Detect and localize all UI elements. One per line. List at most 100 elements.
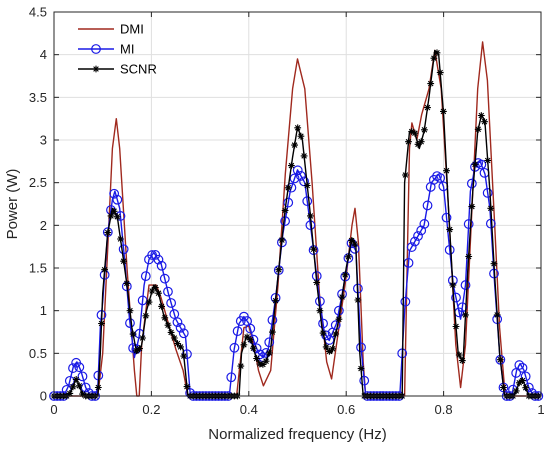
- data-point: [66, 390, 74, 397]
- data-point: [129, 330, 137, 338]
- data-point: [409, 236, 420, 247]
- data-point: [177, 343, 184, 351]
- y-tick-label: 3.5: [29, 90, 47, 105]
- data-point: [246, 336, 254, 344]
- data-point: [302, 196, 313, 207]
- data-point: [460, 280, 471, 290]
- data-point: [326, 348, 333, 355]
- data-point: [232, 326, 243, 337]
- data-point: [98, 320, 105, 327]
- data-point: [150, 249, 161, 260]
- data-point: [514, 360, 525, 370]
- data-point: [354, 296, 362, 304]
- x-axis-label: Normalized frequency (Hz): [208, 426, 386, 443]
- data-point: [436, 69, 444, 76]
- y-tick-label: 1.5: [29, 261, 47, 276]
- data-point: [446, 226, 454, 233]
- data-point: [484, 157, 492, 164]
- data-point: [400, 296, 411, 307]
- data-point: [296, 170, 306, 181]
- data-point: [433, 49, 441, 57]
- data-point: [427, 80, 435, 87]
- data-point: [313, 279, 321, 286]
- data-point: [281, 207, 289, 214]
- data-point: [490, 260, 498, 268]
- data-point: [291, 141, 298, 149]
- data-point: [457, 302, 468, 313]
- y-tick-label: 0.5: [29, 346, 47, 361]
- series-line-dmi: [54, 41, 541, 397]
- data-point: [68, 363, 78, 373]
- data-point: [422, 200, 433, 211]
- series-layer: [49, 41, 544, 401]
- data-point: [142, 312, 150, 320]
- y-tick-label: 0: [40, 389, 47, 404]
- data-point: [278, 236, 286, 244]
- data-point: [104, 229, 112, 236]
- data-point: [493, 311, 501, 319]
- data-point: [148, 287, 156, 295]
- data-point: [126, 307, 134, 315]
- data-point: [167, 329, 175, 336]
- legend-item-dmi: DMI: [78, 22, 144, 37]
- legend-marker: [91, 44, 101, 54]
- legend-item-scnr: SCNR: [78, 62, 157, 77]
- y-axis-label: Power (W): [4, 169, 21, 240]
- data-point: [289, 173, 300, 184]
- data-point: [284, 184, 292, 192]
- data-point: [406, 242, 417, 252]
- data-point: [294, 124, 302, 132]
- data-point: [421, 126, 428, 134]
- data-point: [413, 231, 423, 241]
- data-point: [72, 376, 80, 383]
- tick-labels: 0 0.2 0.4 0.6 0.8 1 0 0.5 1 1.5 2 2.5 3 3.5 4 4.5: [29, 5, 545, 418]
- x-tick-label: 0.6: [337, 402, 355, 417]
- data-point: [259, 361, 267, 368]
- data-point: [515, 379, 523, 387]
- y-tick-label: 4.5: [29, 5, 47, 20]
- data-point: [519, 377, 526, 384]
- data-point: [359, 375, 370, 386]
- data-point: [275, 266, 283, 274]
- data-point: [351, 240, 359, 248]
- data-point: [466, 178, 477, 189]
- data-point: [175, 322, 186, 333]
- x-tick-label: 0.2: [142, 402, 160, 417]
- data-point: [166, 298, 177, 308]
- axes: [53, 11, 542, 397]
- data-point: [250, 344, 257, 352]
- data-point: [147, 250, 158, 260]
- data-point: [345, 253, 352, 261]
- data-point: [159, 273, 170, 284]
- x-tick-label: 0: [50, 402, 57, 417]
- x-tick-label: 0.4: [240, 402, 258, 417]
- data-point: [161, 314, 169, 322]
- data-point: [253, 355, 260, 362]
- data-point: [455, 351, 463, 359]
- data-point: [269, 328, 276, 336]
- data-point: [180, 352, 188, 360]
- data-point: [158, 303, 165, 310]
- data-point: [178, 328, 189, 339]
- data-point: [512, 387, 520, 395]
- data-point: [112, 194, 123, 205]
- data-point: [471, 160, 479, 168]
- data-point: [145, 298, 153, 306]
- data-point: [341, 271, 349, 279]
- data-point: [107, 212, 115, 220]
- data-point: [477, 112, 485, 119]
- data-point: [292, 165, 303, 176]
- data-point: [322, 343, 330, 351]
- data-point: [74, 362, 85, 373]
- data-point: [462, 311, 469, 319]
- data-point: [496, 356, 504, 364]
- data-point: [69, 383, 77, 391]
- data-point: [237, 362, 245, 370]
- data-point: [183, 383, 191, 390]
- data-point: [463, 219, 474, 229]
- data-point: [481, 118, 488, 126]
- legend-item-mi: MI: [78, 42, 134, 57]
- y-tick-label: 4: [40, 47, 47, 62]
- data-point: [110, 207, 118, 215]
